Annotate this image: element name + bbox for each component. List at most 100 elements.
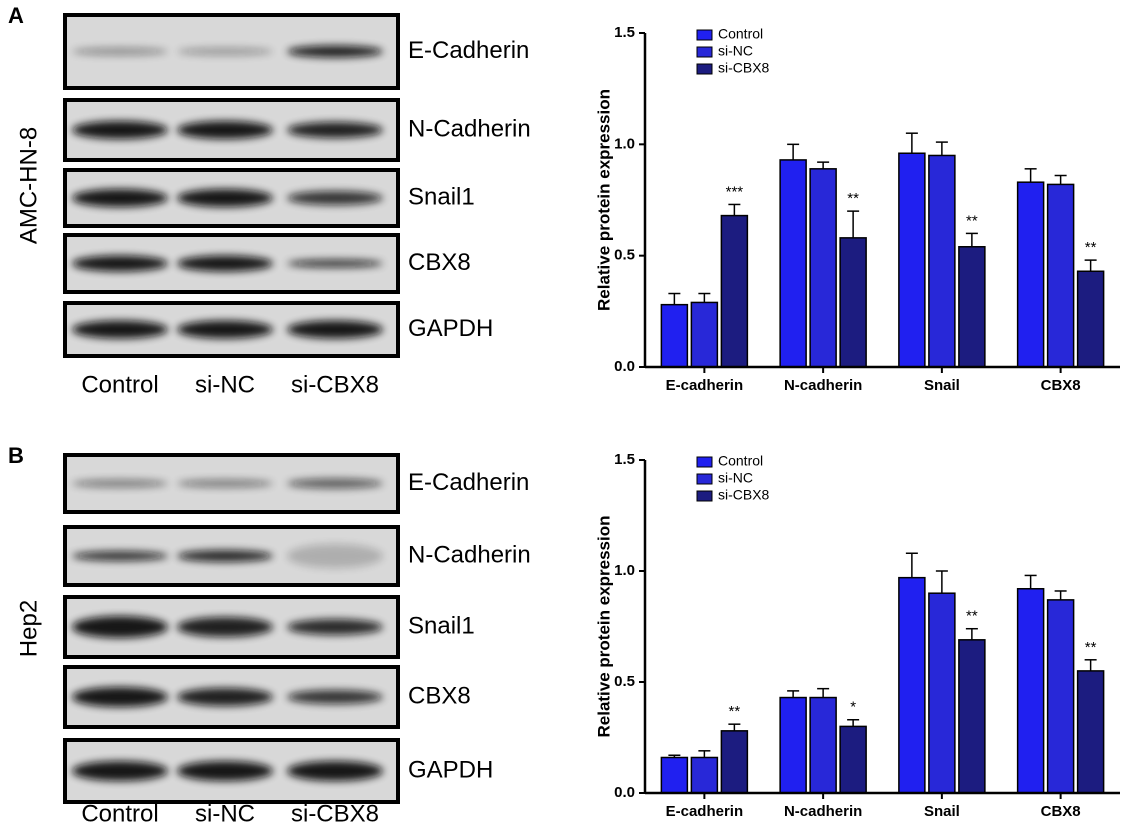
blot-band [287,191,383,205]
blot-band [72,121,168,139]
y-tick-label: 1.5 [614,24,635,41]
blot-band [72,189,168,207]
y-tick-label: 0.0 [614,784,635,801]
bar [690,301,719,368]
protein-label: N-Cadherin [408,541,531,568]
x-tick-label: E-cadherin [666,377,744,394]
blot-band [177,121,273,139]
x-tick-label: CBX8 [1041,803,1081,820]
protein-label: E-Cadherin [408,469,529,496]
x-tick-label: CBX8 [1041,377,1081,394]
bar [958,246,986,368]
significance-label: ** [966,212,978,229]
bar [898,576,926,794]
blot-band [287,45,383,58]
x-tick-label: Snail [924,377,960,394]
lane-label: si-NC [195,371,255,398]
lane-label: si-CBX8 [291,371,379,398]
blot-band [287,619,383,635]
blot-band [177,320,273,339]
blot-band [72,687,168,707]
bar [1076,670,1105,794]
significance-label: ** [966,608,978,625]
lane-label: Control [81,371,158,398]
legend-label: si-NC [718,43,753,59]
protein-label: E-Cadherin [408,37,529,64]
legend-label: si-NC [718,470,753,486]
legend-label: si-CBX8 [718,60,770,76]
legend-swatch [696,63,713,75]
bar [1046,599,1075,794]
bar [958,639,986,794]
bar [1076,270,1105,368]
bar [928,154,956,368]
legend-label: si-CBX8 [718,487,770,503]
y-tick-label: 1.0 [614,135,635,152]
blot-band [72,551,168,561]
protein-label: Snail1 [408,612,475,639]
blot-band [177,688,273,706]
cell-line-label: AMC-HN-8 [15,127,42,244]
blot-band [72,616,168,638]
panel-label: A [8,3,24,28]
blot-band [177,255,273,272]
y-tick-label: 1.5 [614,451,635,468]
bar [839,725,867,794]
legend-label: Control [718,26,763,42]
legend-swatch [696,456,713,468]
bar [660,303,689,368]
bar [660,756,689,794]
blot-band [177,189,273,207]
blot-band [177,617,273,637]
blot-band [287,122,383,138]
protein-label: Snail1 [408,183,475,210]
y-axis-label: Relative protein expression [594,515,613,737]
blot-band [177,47,273,56]
protein-label: GAPDH [408,756,493,783]
bar [1016,181,1045,368]
y-tick-label: 0.5 [614,673,635,690]
legend-swatch [696,490,713,502]
protein-label: GAPDH [408,315,493,342]
blot-band [287,478,383,489]
significance-label: ** [847,190,859,207]
blot-band [72,255,168,272]
bar [779,696,807,794]
blot-band [287,690,383,704]
legend-swatch [696,473,713,485]
significance-label: ** [1085,239,1097,256]
x-tick-label: N-cadherin [784,803,862,820]
bar [1046,183,1075,368]
lane-label: si-NC [195,800,255,827]
x-tick-label: Snail [924,803,960,820]
blot-band [177,761,273,781]
blot-band [287,544,383,568]
bar [720,214,749,368]
y-tick-label: 0.0 [614,358,635,375]
protein-label: CBX8 [408,682,471,709]
bar [779,159,807,368]
blot-band [287,259,383,268]
y-tick-label: 1.0 [614,562,635,579]
bar [690,756,719,794]
legend-swatch [696,46,713,58]
bar [809,696,837,794]
x-tick-label: N-cadherin [784,377,862,394]
x-tick-label: E-cadherin [666,803,744,820]
significance-label: * [850,699,856,716]
significance-label: ** [1085,639,1097,656]
legend-label: Control [718,453,763,469]
panel-label: B [8,443,24,468]
legend-swatch [696,29,713,41]
bar [928,592,956,794]
cell-line-label: Hep2 [15,600,42,657]
protein-label: N-Cadherin [408,115,531,142]
bar [839,237,867,368]
blot-band [287,761,383,781]
y-tick-label: 0.5 [614,247,635,264]
blot-band [72,320,168,339]
y-axis-label: Relative protein expression [594,89,613,311]
blot-band [177,550,273,562]
lane-label: Control [81,800,158,827]
